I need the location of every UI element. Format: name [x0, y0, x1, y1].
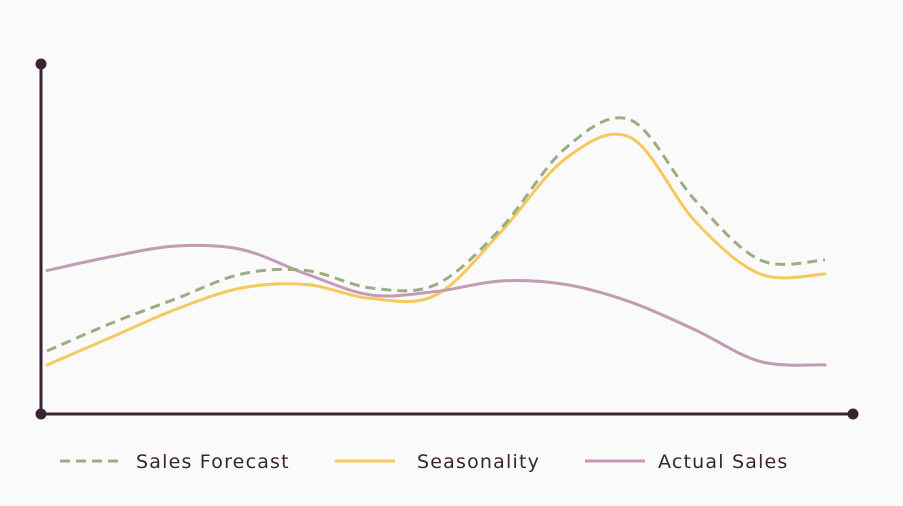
x-axis-end-dot	[847, 408, 859, 420]
origin-dot	[35, 408, 47, 420]
legend-label: Sales Forecast	[136, 451, 290, 473]
legend-item-actual-sales: Actual Sales	[585, 451, 789, 473]
plot-area	[45, 116, 827, 367]
y-axis-end-dot	[35, 58, 47, 70]
legend: Sales Forecast Seasonality Actual Sales	[60, 451, 789, 473]
legend-label: Actual Sales	[658, 451, 789, 473]
axes	[35, 58, 859, 420]
legend-item-sales-forecast: Sales Forecast	[60, 451, 290, 473]
series-line-sales-forecast	[46, 116, 826, 353]
series-line-seasonality	[45, 132, 827, 367]
legend-item-seasonality: Seasonality	[335, 451, 540, 473]
legend-label: Seasonality	[417, 451, 540, 473]
series-line-actual-sales	[45, 243, 827, 367]
